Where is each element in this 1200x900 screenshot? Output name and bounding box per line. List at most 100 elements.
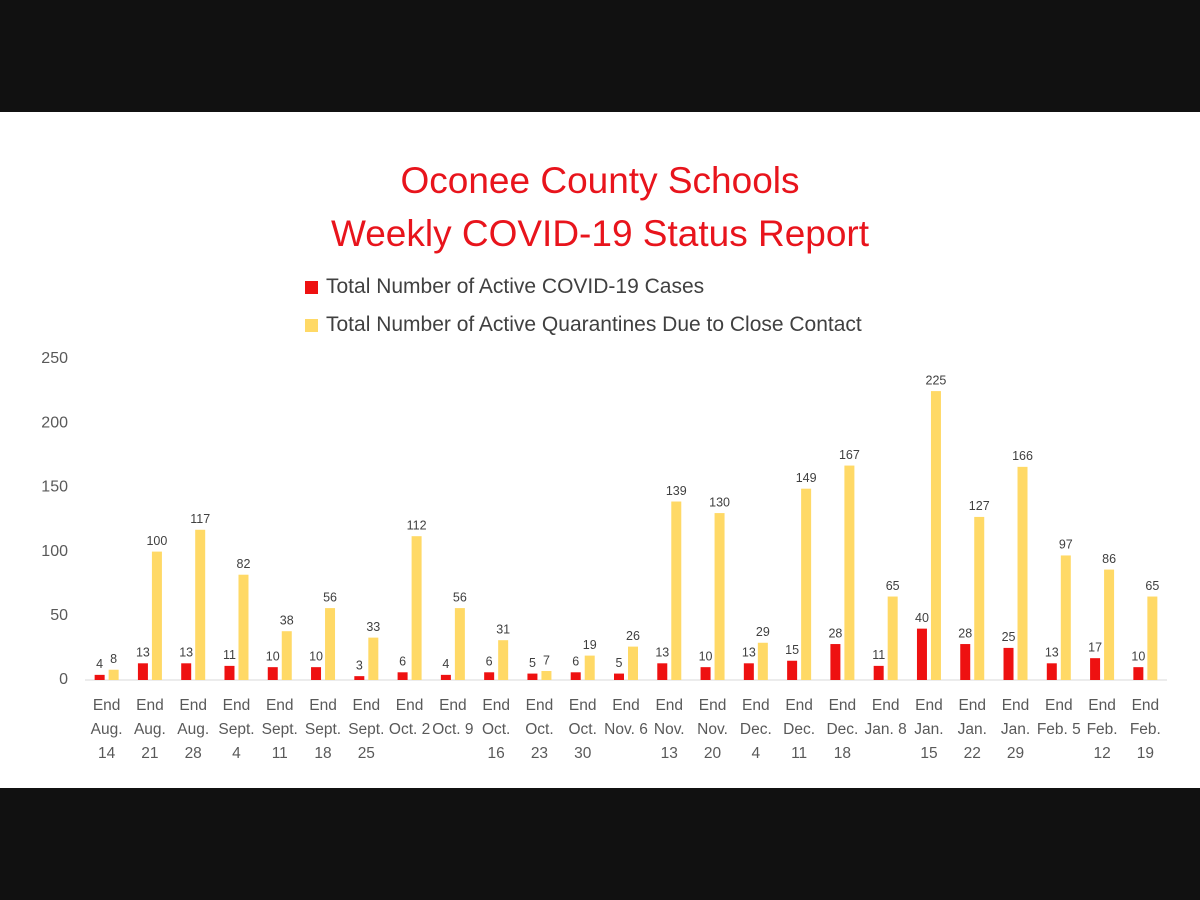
bar [311,667,322,680]
x-tick-label: End Jan. 8 [864,697,907,738]
data-label: 167 [839,448,860,462]
bar [368,637,379,680]
data-label: 5 [529,656,536,670]
bar [1090,658,1101,680]
bar [281,631,292,680]
bar [527,673,538,680]
y-tick-label: 50 [50,607,68,624]
bar [484,672,495,680]
bar [181,663,192,680]
data-label: 10 [266,649,280,663]
bar [757,642,768,680]
data-label: 13 [136,646,150,660]
data-label: 65 [886,579,900,593]
data-label: 11 [223,648,236,662]
data-label: 65 [1145,579,1159,593]
chart-title: Oconee County Schools Weekly COVID-19 St… [330,160,870,254]
y-tick-label: 100 [41,543,68,560]
data-label: 117 [190,512,210,526]
data-label: 86 [1102,552,1116,566]
x-tick-label: End Sept. 4 [218,697,255,762]
bar [195,529,206,680]
y-tick-label: 150 [41,479,68,496]
data-label: 4 [442,657,449,671]
x-tick-label: End Dec. 4 [739,697,772,762]
data-label: 28 [828,626,842,640]
data-label: 13 [655,646,669,660]
data-label: 6 [486,655,493,669]
x-tick-label: End Aug. 14 [90,697,123,762]
bar [498,640,509,680]
bar [1133,667,1144,680]
data-label: 56 [453,590,467,604]
bar [628,646,638,680]
x-tick-label: End Sept. 11 [261,697,298,762]
y-tick-label: 200 [41,414,68,431]
x-tick-label: End Oct. 2 [388,697,431,738]
bar [960,644,971,680]
data-label: 100 [146,534,167,548]
bar [584,655,595,680]
data-label: 10 [309,649,323,663]
data-label: 166 [1012,449,1033,463]
data-label: 6 [399,655,406,669]
data-label: 25 [1002,630,1016,644]
bar [151,551,162,680]
bar [440,674,451,680]
x-tick-label: End Feb. 19 [1129,697,1161,762]
x-tick-label: End Jan. 22 [957,697,987,762]
data-label: 19 [583,638,597,652]
bar [743,663,754,680]
x-tick-label: End Sept. 18 [304,697,342,762]
bar [873,665,884,680]
y-tick-label: 250 [41,350,68,367]
data-label: 225 [926,373,947,387]
data-label: 4 [96,657,103,671]
bar [930,391,941,680]
data-label: 31 [496,622,510,636]
bar [224,665,235,680]
data-label: 38 [280,614,294,628]
data-label: 33 [366,620,380,634]
bar [844,465,855,680]
bar [570,672,581,680]
legend-item: Total Number of Active Quarantines Due t… [305,313,862,337]
y-tick-label: 0 [59,671,68,688]
data-label: 13 [742,646,756,660]
data-label: 40 [915,611,929,625]
legend-label: Total Number of Active Quarantines Due t… [326,313,862,336]
data-label: 6 [572,655,579,669]
slide: 0 50 100 150 200 250 4 8 13 100 13 117 11 82 10 38 10 56 3… [0,112,1200,788]
data-label: 8 [110,652,117,666]
legend-label: Total Number of Active COVID-19 Cases [326,275,705,298]
bar [267,667,278,680]
bar [325,608,336,680]
x-tick-label: End Oct. 23 [525,697,554,762]
data-label: 26 [626,629,640,643]
bar [801,488,812,680]
x-tick-label: End Oct. 9 [432,697,474,738]
x-tick-label: End Nov. 13 [653,697,685,762]
data-label: 10 [1131,649,1145,663]
data-label: 82 [237,557,251,571]
bar [657,663,668,680]
data-label: 56 [323,590,337,604]
data-label: 28 [958,626,972,640]
bar [974,516,985,680]
bar [830,644,841,680]
legend-swatch [305,280,318,294]
x-tick-label: End Feb. 12 [1086,697,1118,762]
data-label: 112 [407,518,427,532]
bar [411,536,422,680]
bar [700,667,711,680]
x-tick-label: End Oct. 16 [481,697,511,762]
bar [1060,555,1071,680]
data-label: 97 [1059,538,1073,552]
data-label: 10 [699,649,713,663]
data-label: 3 [356,658,363,672]
data-label: 13 [179,646,193,660]
data-label: 5 [616,656,623,670]
data-label: 7 [543,653,550,667]
